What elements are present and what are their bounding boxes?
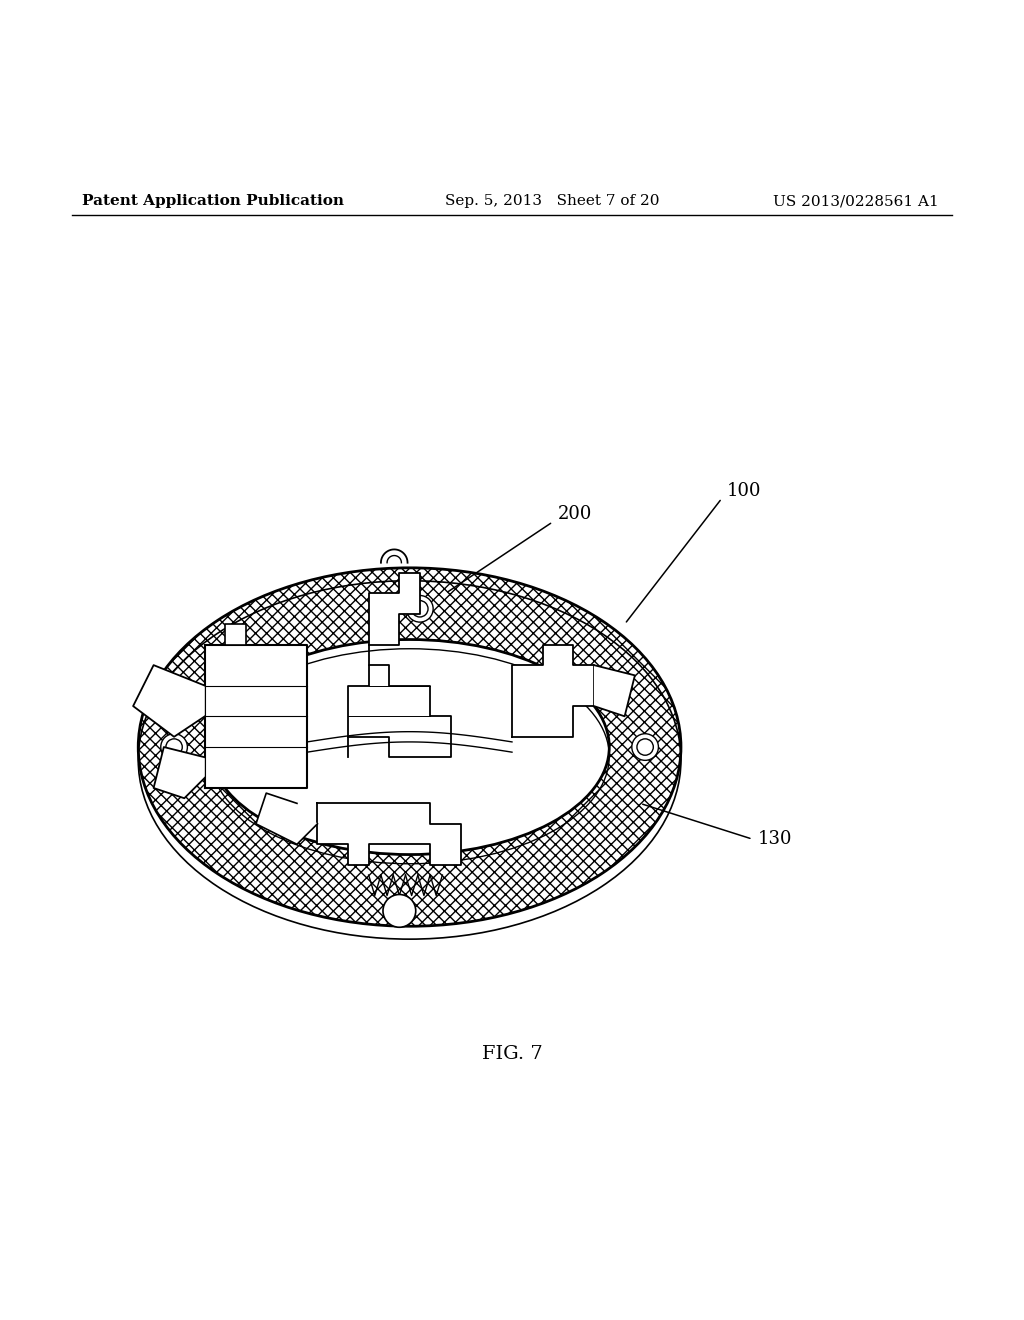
Polygon shape — [369, 573, 420, 665]
Circle shape — [632, 734, 658, 760]
Polygon shape — [348, 665, 451, 758]
Polygon shape — [133, 665, 205, 737]
Text: FIG. 7: FIG. 7 — [481, 1045, 543, 1063]
Polygon shape — [205, 644, 307, 788]
Text: 130: 130 — [758, 830, 793, 849]
Polygon shape — [512, 644, 594, 737]
Circle shape — [161, 734, 187, 760]
Circle shape — [383, 895, 416, 927]
Text: Patent Application Publication: Patent Application Publication — [82, 194, 344, 209]
Polygon shape — [594, 665, 635, 717]
Circle shape — [166, 739, 182, 755]
Text: 200: 200 — [558, 504, 593, 523]
Circle shape — [637, 739, 653, 755]
Polygon shape — [205, 624, 246, 644]
Ellipse shape — [210, 639, 609, 854]
Polygon shape — [256, 793, 317, 845]
Circle shape — [412, 601, 428, 616]
Polygon shape — [317, 804, 461, 865]
Text: US 2013/0228561 A1: US 2013/0228561 A1 — [773, 194, 939, 209]
Polygon shape — [154, 747, 205, 799]
Text: Sep. 5, 2013   Sheet 7 of 20: Sep. 5, 2013 Sheet 7 of 20 — [445, 194, 659, 209]
Circle shape — [407, 595, 433, 622]
Text: 100: 100 — [727, 482, 762, 500]
Ellipse shape — [138, 568, 681, 927]
